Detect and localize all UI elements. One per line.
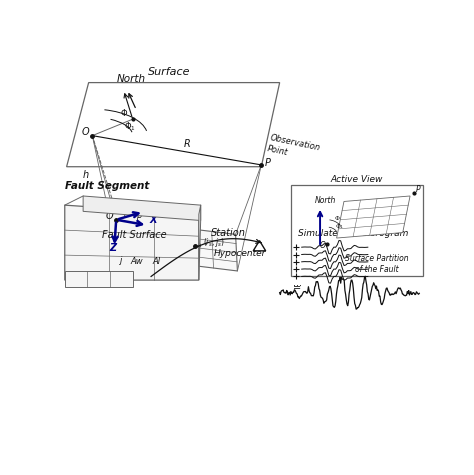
Text: O: O [82,127,90,137]
Text: $\beta$: $\beta$ [137,209,144,222]
Text: i: i [124,209,126,218]
Text: $\Phi$: $\Phi$ [334,214,340,222]
Text: Aw: Aw [131,257,144,266]
Text: North: North [116,75,146,85]
Text: h: h [83,170,89,180]
Text: Fault Surface: Fault Surface [102,230,167,240]
Text: Surface: Surface [148,67,191,77]
Text: Y: Y [145,202,152,212]
Polygon shape [65,205,199,280]
Text: ...: ... [293,278,302,288]
Text: Surface Partition
of the Fault: Surface Partition of the Fault [345,254,409,274]
Text: O: O [319,241,325,250]
Polygon shape [116,220,237,271]
Text: Z: Z [109,243,116,253]
Polygon shape [83,196,201,220]
Text: North: North [315,196,336,205]
Polygon shape [337,196,410,238]
Text: =: = [293,284,301,294]
Text: Observation
Point: Observation Point [267,133,321,163]
Text: P: P [265,158,271,168]
Bar [291,185,423,276]
Text: Station: Station [211,228,246,238]
Text: $\Phi$: $\Phi$ [120,106,128,117]
Text: O: O [105,210,113,221]
Text: X: X [149,216,157,226]
Text: P: P [416,185,420,194]
Polygon shape [199,205,201,280]
Text: j: j [120,256,122,265]
Text: Fault Segment: Fault Segment [65,180,149,190]
Text: Active View: Active View [331,175,383,184]
Text: $(i_s, j_s)$: $(i_s, j_s)$ [202,236,224,248]
Text: Hypocenter: Hypocenter [213,248,266,257]
Text: R: R [184,139,191,149]
Text: Simulated accelerogram: Simulated accelerogram [298,229,408,238]
Text: $\Phi_1$: $\Phi_1$ [124,120,136,133]
Text: Al: Al [153,257,161,266]
Text: $\Phi_1$: $\Phi_1$ [336,222,345,231]
Polygon shape [65,271,133,287]
